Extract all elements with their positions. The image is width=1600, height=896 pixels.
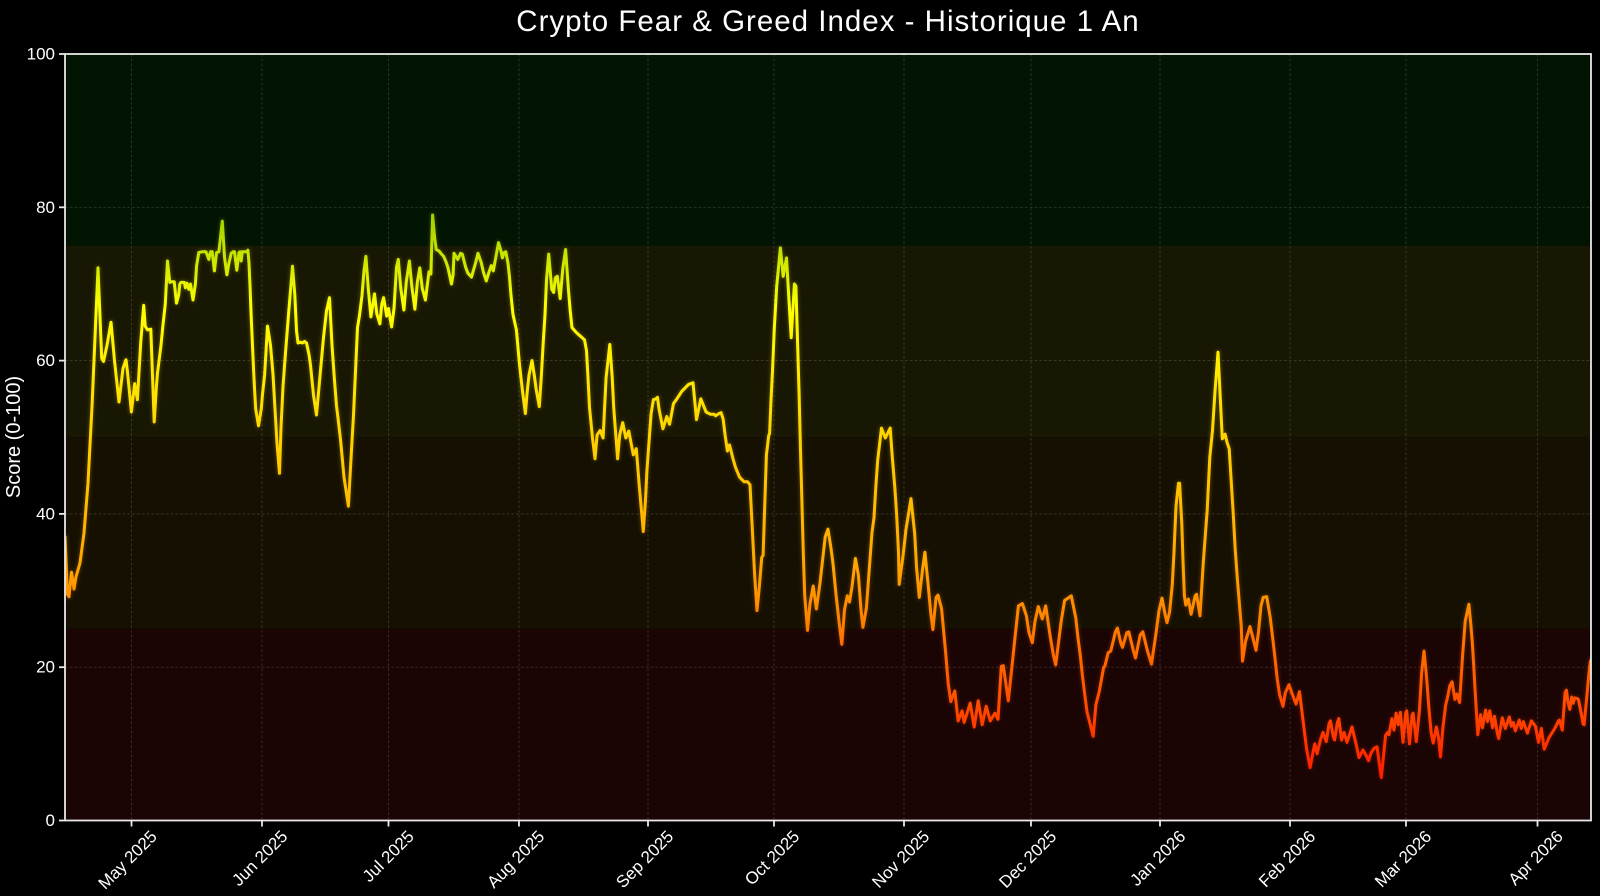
svg-text:80: 80 — [36, 198, 55, 217]
svg-text:Score (0-100): Score (0-100) — [3, 376, 25, 498]
svg-text:20: 20 — [36, 658, 55, 677]
svg-text:Crypto Fear & Greed Index - Hi: Crypto Fear & Greed Index - Historique 1… — [516, 5, 1139, 38]
svg-text:60: 60 — [36, 351, 55, 370]
svg-text:40: 40 — [36, 504, 55, 523]
svg-text:100: 100 — [27, 45, 55, 64]
svg-text:0: 0 — [46, 811, 55, 830]
